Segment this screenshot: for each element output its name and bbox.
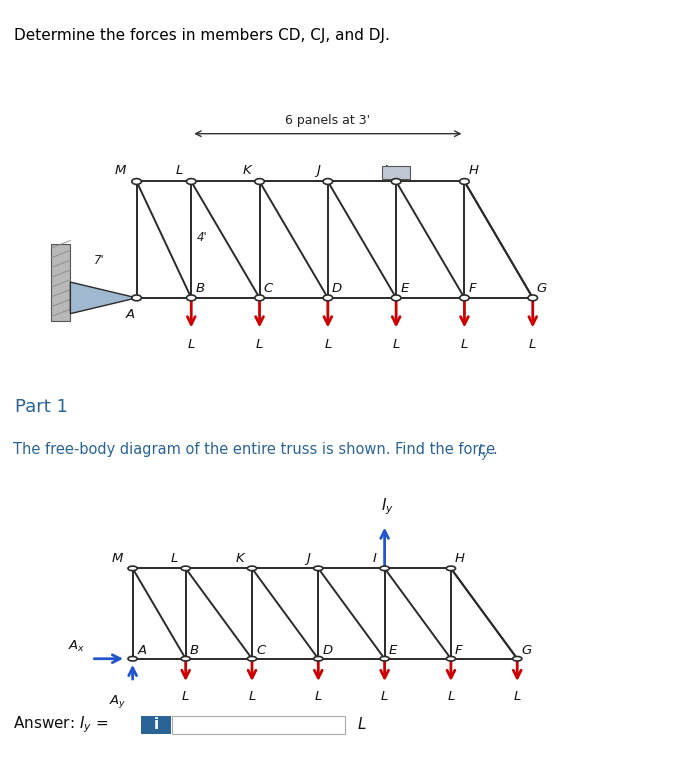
Text: 7': 7' (94, 255, 105, 267)
Text: i: i (153, 717, 158, 732)
Text: L: L (315, 690, 322, 703)
Circle shape (186, 178, 196, 184)
Polygon shape (70, 282, 137, 314)
Circle shape (132, 178, 141, 184)
Circle shape (391, 295, 401, 301)
Circle shape (446, 566, 456, 571)
Circle shape (128, 566, 137, 571)
Circle shape (380, 566, 389, 571)
Text: C: C (264, 283, 273, 296)
Text: G: G (537, 283, 547, 296)
Circle shape (186, 295, 196, 301)
Text: L: L (381, 690, 389, 703)
Text: A: A (138, 644, 147, 657)
Text: K: K (235, 552, 244, 565)
Text: I: I (384, 165, 388, 178)
Circle shape (128, 657, 137, 661)
Text: 4': 4' (197, 231, 208, 244)
Text: J: J (316, 165, 320, 178)
Text: L: L (188, 338, 195, 351)
Text: B: B (190, 644, 199, 657)
Circle shape (323, 295, 333, 301)
Bar (382, 166, 410, 178)
Text: H: H (455, 552, 465, 565)
Text: E: E (389, 644, 397, 657)
Circle shape (391, 178, 401, 184)
Circle shape (460, 295, 469, 301)
Text: L: L (461, 338, 468, 351)
Text: The free-body diagram of the entire truss is shown. Find the force: The free-body diagram of the entire trus… (13, 443, 500, 457)
Text: .: . (492, 443, 497, 457)
Text: L: L (514, 690, 521, 703)
Circle shape (446, 657, 456, 661)
FancyBboxPatch shape (141, 716, 171, 735)
Text: Part 1: Part 1 (15, 398, 68, 416)
Text: F: F (455, 644, 462, 657)
Text: Determine the forces in members CD, CJ, and DJ.: Determine the forces in members CD, CJ, … (14, 27, 389, 43)
Circle shape (247, 566, 257, 571)
Text: L: L (176, 165, 183, 178)
Circle shape (247, 657, 257, 661)
Text: C: C (256, 644, 265, 657)
Text: L: L (256, 338, 263, 351)
Text: L: L (170, 552, 178, 565)
Text: L: L (182, 690, 189, 703)
Text: $I_y$: $I_y$ (477, 443, 490, 463)
Text: L: L (529, 338, 536, 351)
Circle shape (181, 566, 191, 571)
FancyBboxPatch shape (172, 716, 345, 735)
Text: D: D (322, 644, 333, 657)
Text: M: M (111, 552, 123, 565)
Circle shape (380, 657, 389, 661)
Circle shape (132, 295, 141, 301)
Text: J: J (307, 552, 310, 565)
Text: B: B (195, 283, 204, 296)
Text: D: D (332, 283, 342, 296)
Text: $A_x$: $A_x$ (68, 639, 85, 654)
Text: $A_y$: $A_y$ (109, 693, 127, 709)
Text: H: H (469, 165, 479, 178)
Text: K: K (242, 165, 251, 178)
Bar (51, 244, 70, 321)
Text: L: L (358, 717, 367, 732)
Circle shape (255, 295, 264, 301)
Circle shape (512, 657, 522, 661)
Text: I: I (373, 552, 376, 565)
Text: L: L (447, 690, 455, 703)
Text: L: L (249, 690, 255, 703)
Text: $I_y$: $I_y$ (382, 496, 394, 517)
Circle shape (313, 657, 323, 661)
Text: F: F (469, 283, 476, 296)
Text: L: L (393, 338, 400, 351)
Circle shape (313, 566, 323, 571)
Circle shape (181, 657, 191, 661)
Text: 6 panels at 3': 6 panels at 3' (285, 114, 370, 127)
Text: M: M (115, 165, 126, 178)
Text: A: A (125, 309, 135, 322)
Circle shape (528, 295, 538, 301)
Text: L: L (324, 338, 331, 351)
Circle shape (323, 178, 333, 184)
Circle shape (255, 178, 264, 184)
Text: G: G (521, 644, 531, 657)
Text: E: E (400, 283, 408, 296)
Circle shape (460, 178, 469, 184)
Text: Answer: $I_y$ =: Answer: $I_y$ = (13, 715, 109, 735)
